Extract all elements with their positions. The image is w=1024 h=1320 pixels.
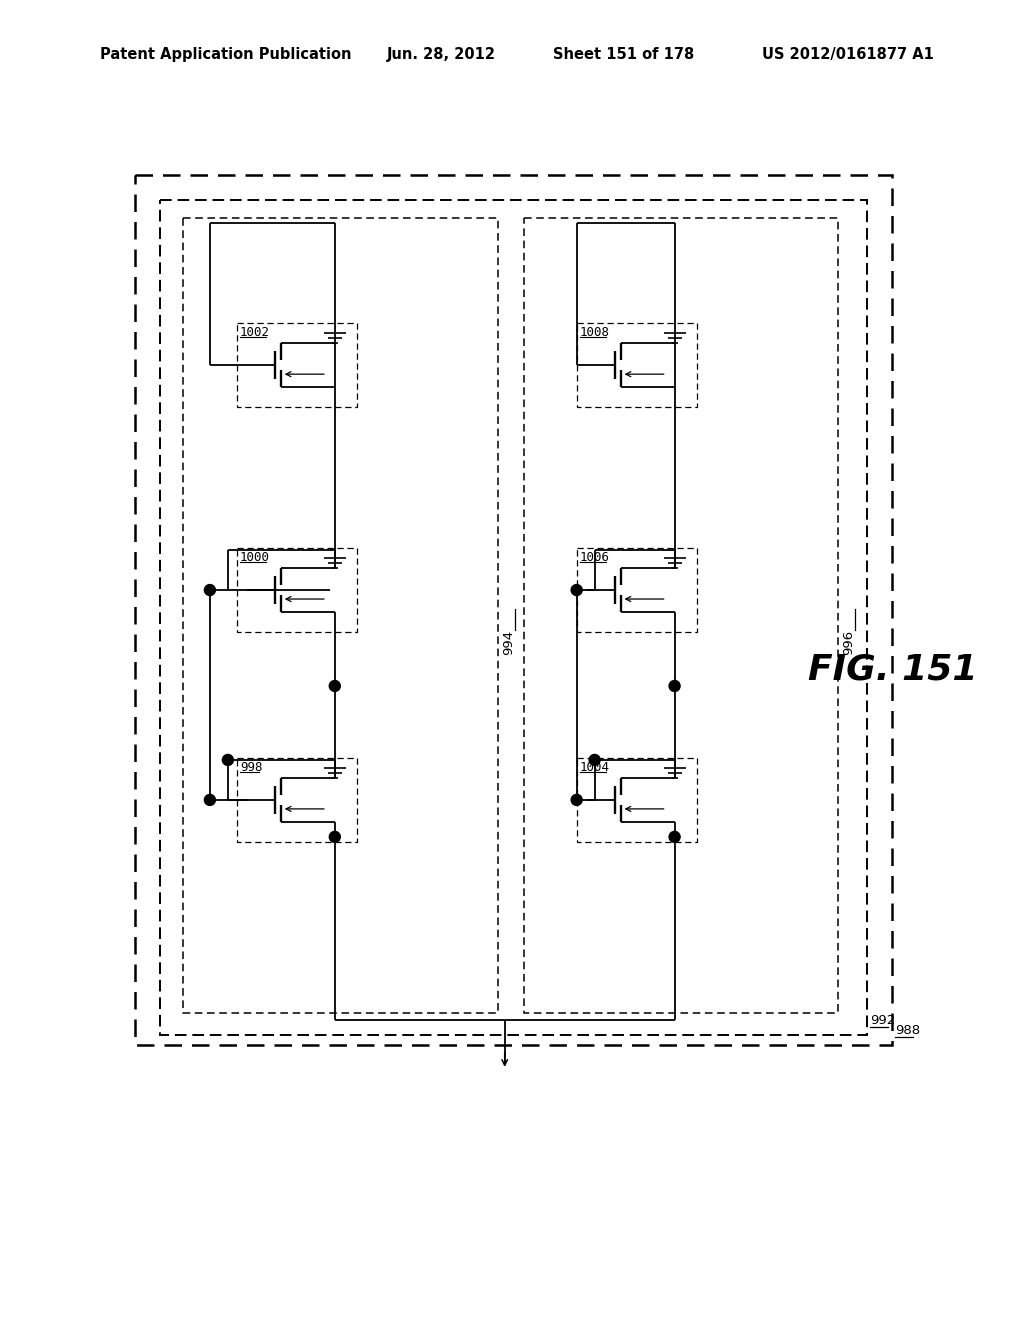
Bar	[183, 218, 498, 1012]
Circle shape	[571, 795, 583, 805]
Text: 1008: 1008	[580, 326, 609, 339]
Text: 1006: 1006	[580, 550, 609, 564]
Bar	[237, 548, 356, 632]
Bar	[237, 323, 356, 407]
Text: 996: 996	[843, 630, 855, 655]
Circle shape	[205, 795, 215, 805]
Bar	[135, 176, 893, 1044]
Circle shape	[330, 681, 340, 692]
Text: 1002: 1002	[240, 326, 270, 339]
Circle shape	[330, 832, 340, 842]
Text: 1004: 1004	[580, 760, 609, 774]
Text: FIG. 151: FIG. 151	[808, 653, 977, 686]
Text: Patent Application Publication: Patent Application Publication	[100, 48, 351, 62]
Text: 988: 988	[895, 1024, 921, 1036]
Bar	[577, 548, 696, 632]
Text: US 2012/0161877 A1: US 2012/0161877 A1	[762, 48, 934, 62]
Circle shape	[571, 585, 583, 595]
Text: 992: 992	[870, 1014, 896, 1027]
Text: 1000: 1000	[240, 550, 270, 564]
Bar	[577, 323, 696, 407]
Text: Jun. 28, 2012: Jun. 28, 2012	[387, 48, 496, 62]
Text: Sheet 151 of 178: Sheet 151 of 178	[553, 48, 694, 62]
Text: 998: 998	[240, 760, 262, 774]
Text: 994: 994	[502, 630, 515, 655]
Circle shape	[589, 755, 600, 766]
Bar	[577, 758, 696, 842]
Circle shape	[669, 832, 680, 842]
Bar	[237, 758, 356, 842]
Circle shape	[222, 755, 233, 766]
Circle shape	[205, 585, 215, 595]
Circle shape	[669, 681, 680, 692]
Bar	[160, 201, 867, 1035]
Bar	[523, 218, 839, 1012]
